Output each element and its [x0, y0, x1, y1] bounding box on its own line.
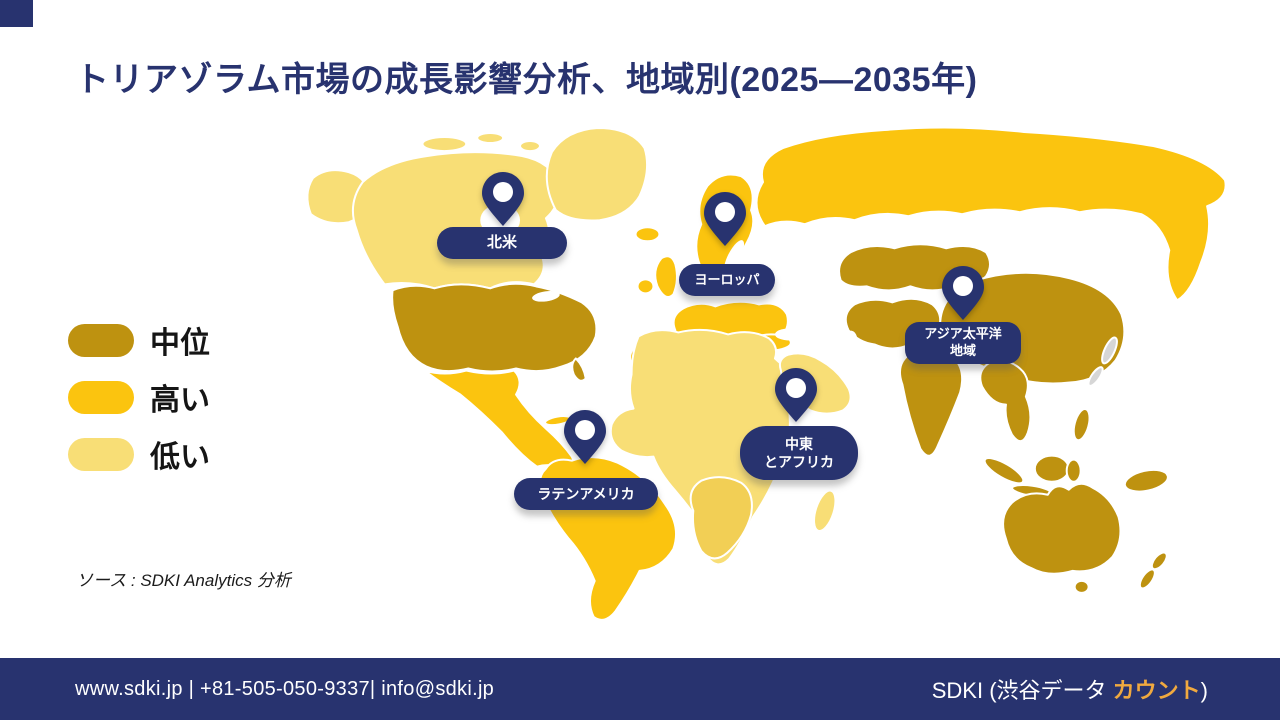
legend: 中位 高い 低い: [68, 318, 210, 476]
source-note: ソース : SDKI Analytics 分析: [76, 571, 291, 590]
region-label-line: とアフリカ: [764, 454, 834, 470]
corner-accent-square: [0, 0, 33, 27]
footer-brand-highlight: カウント: [1112, 678, 1201, 703]
world-map: [306, 126, 1227, 621]
region-label-north-america: 北米: [437, 227, 567, 259]
page-title-period: (2025—2035年): [729, 61, 978, 99]
legend-label: 低い: [150, 441, 210, 474]
region-label-latin-america: ラテンアメリカ: [514, 478, 658, 510]
legend-item-high: 高い: [68, 375, 210, 419]
page-title: トリアゾラム市場の成長影響分析、地域別(2025—2035年): [75, 52, 977, 101]
location-pin-icon: [482, 172, 524, 226]
region-africa: [609, 328, 837, 566]
legend-swatch-low: [68, 437, 134, 471]
region-usa: [391, 282, 598, 382]
region-canada-greenland: [306, 127, 649, 290]
region-label-line: アジア太平洋: [924, 326, 1002, 342]
location-pin-icon: [942, 266, 984, 320]
region-asia: [838, 243, 1169, 498]
location-pin-icon: [775, 368, 817, 422]
region-russia: [755, 126, 1227, 302]
region-label-line: 地域: [949, 343, 976, 358]
location-pin-icon: [704, 192, 746, 246]
region-label-line: ヨーロッパ: [694, 271, 760, 287]
footer-brand-text: SDKI (渋谷データ カウント): [932, 673, 1208, 705]
legend-swatch-high: [68, 380, 134, 414]
footer-brand-prefix: SDKI (渋谷データ: [931, 678, 1113, 703]
legend-swatch-medium: [68, 323, 134, 357]
region-japan: [1087, 336, 1118, 387]
page-title-text: トリアゾラム市場の成長影響分析、地域別: [75, 60, 730, 100]
footer-brand-suffix: ): [1200, 678, 1208, 703]
legend-label: 中位: [150, 327, 210, 360]
legend-item-medium: 中位: [68, 318, 210, 362]
region-label-middle-east-africa: 中東 とアフリカ: [740, 426, 858, 480]
footer-bar: www.sdki.jp | +81-505-050-9337| info@sdk…: [0, 658, 1280, 720]
footer-contact-text: www.sdki.jp | +81-505-050-9337| info@sdk…: [75, 677, 495, 700]
region-label-asia-pacific: アジア太平洋 地域: [905, 322, 1021, 364]
region-label-line: ラテンアメリカ: [537, 485, 635, 502]
region-label-line: 北米: [486, 234, 517, 252]
legend-label: 高い: [150, 384, 210, 417]
region-label-europe: ヨーロッパ: [679, 264, 775, 296]
region-australia-oceania: [1002, 482, 1168, 594]
region-label-line: 中東: [785, 435, 813, 452]
location-pin-icon: [564, 410, 606, 464]
legend-item-low: 低い: [68, 432, 210, 476]
